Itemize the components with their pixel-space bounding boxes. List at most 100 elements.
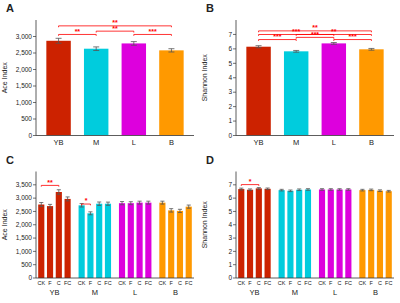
x-tick-label: FC [64,280,71,286]
bar [128,203,134,278]
y-tick-label: 1,000 [16,99,33,106]
significance-label: * [85,197,88,204]
error-bar [129,202,133,205]
group-label: L [333,288,337,297]
bar [84,49,108,136]
x-tick-label: C [178,280,182,286]
y-tick [33,238,36,239]
significance-label: *** [292,28,300,35]
y-axis-line [36,172,37,279]
x-tick-label: C [378,280,382,286]
bar [284,51,308,135]
bar [79,205,85,278]
y-tick [233,224,236,225]
error-bar [56,38,62,43]
panel: AAce Index05001,0001,5002,0002,5003,000Y… [1,2,194,147]
y-tick [233,34,236,35]
x-tick-label: FC [185,280,192,286]
error-bar [306,189,310,191]
error-bar [293,50,299,52]
bar [137,203,143,278]
panel: DShannon Index01234567CKFCFCCKFCFCCKFCFC… [201,154,394,298]
bar [105,204,111,278]
significance-label: * [249,178,252,185]
y-tick-label: 1,500 [16,234,33,241]
error-bar [146,201,150,204]
bar [287,191,293,278]
group-label: M [292,288,298,297]
error-bar [329,189,333,191]
error-bar [378,190,382,192]
y-tick-label: 3 [228,234,232,241]
x-tick-label: YB [254,138,264,147]
y-tick-label: 1 [228,261,232,268]
bar [87,213,93,278]
y-tick-label: 7 [228,181,232,188]
chart-root: AAce Index05001,0001,5002,0002,5003,000Y… [0,0,400,303]
error-bar [57,190,61,195]
bar [145,203,151,278]
error-bar [257,188,261,190]
bar [256,188,262,278]
x-tick-label: CK [118,280,126,286]
y-tick-label: 0 [228,132,232,139]
x-tick-label: M [293,138,299,147]
y-tick [33,211,36,212]
x-tick-label: C [257,280,261,286]
y-tick [233,184,236,185]
group-label: YB [249,288,259,297]
error-bar [187,205,191,208]
y-axis-label: Ace Index [1,62,8,94]
x-tick-label: C [138,280,142,286]
x-tick-label: L [132,138,136,147]
panel: CAce Index05001,0001,5002,0002,5003,0003… [1,154,194,298]
panel-title: D [206,154,214,166]
bar [319,189,325,278]
error-bar [369,189,373,191]
significance-label: ** [331,28,337,35]
y-axis-label: Shannon Index [201,54,208,102]
error-bar [360,189,364,191]
y-tick [233,251,236,252]
bar [122,43,146,135]
error-bar [138,201,142,204]
x-tick-label: CK [37,280,45,286]
x-tick-label: FC [145,280,152,286]
y-tick-label: 2,500 [16,208,33,215]
y-tick-label: 6 [228,194,232,201]
y-tick [33,119,36,120]
error-bar [168,49,174,52]
y-tick [33,251,36,252]
y-tick [233,198,236,199]
bar [186,207,192,278]
x-tick-label: FC [345,280,352,286]
x-tick-label: FC [304,280,311,286]
error-bar [88,212,92,215]
x-tick-label: YB [54,138,64,147]
error-bar [288,190,292,192]
bar [246,47,270,136]
error-bar [106,202,110,205]
y-tick [33,102,36,103]
x-tick-label: B [369,138,374,147]
bar [177,211,183,278]
significance-label: ** [312,24,318,31]
y-tick [233,135,236,136]
y-tick [233,106,236,107]
y-tick-label: 2 [228,248,232,255]
y-axis-label: Ace Index [1,209,8,241]
x-tick-label: F [289,280,293,286]
bar [38,205,44,278]
error-bar [338,189,342,191]
y-tick-label: 7 [228,31,232,38]
y-tick-label: 2,000 [16,221,33,228]
y-tick-label: 6 [228,45,232,52]
panel: BShannon Index01234567YBMLB*************… [201,2,394,147]
x-axis-line [236,278,394,279]
x-tick-label: C [97,280,101,286]
bar [65,199,71,278]
bar [359,49,383,135]
y-tick [33,53,36,54]
bar [368,190,374,278]
y-tick [33,198,36,199]
